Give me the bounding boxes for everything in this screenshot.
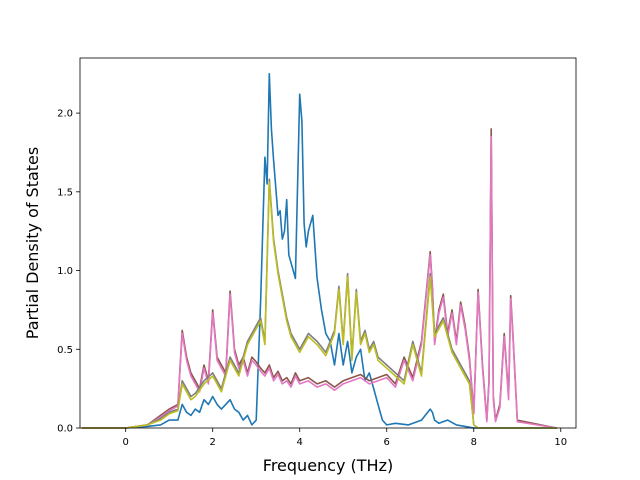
series-line-2 xyxy=(81,135,558,429)
x-tick-label: 4 xyxy=(297,437,303,448)
x-tick-label: 8 xyxy=(471,437,477,448)
x-tick-label: 0 xyxy=(122,437,128,448)
series-line-4 xyxy=(81,181,558,429)
x-tick-label: 10 xyxy=(554,437,567,448)
series-layer xyxy=(81,72,558,429)
series-line-0 xyxy=(81,72,558,429)
y-tick-label: 0.5 xyxy=(57,345,73,356)
y-axis-label: Partial Density of States xyxy=(23,147,42,339)
y-tick-label: 2.0 xyxy=(57,109,73,120)
x-axis-label: Frequency (THz) xyxy=(263,456,393,475)
x-tick-label: 2 xyxy=(210,437,216,448)
y-tick-label: 1.5 xyxy=(57,187,73,198)
series-line-1 xyxy=(81,128,558,429)
y-axis: 0.0 0.5 1.0 1.5 2.0 xyxy=(57,109,80,435)
plot-frame xyxy=(79,57,577,429)
y-tick-label: 0.0 xyxy=(57,424,73,435)
x-axis: 0 2 4 6 8 10 xyxy=(122,428,567,448)
y-tick-label: 1.0 xyxy=(57,266,73,277)
x-tick-label: 6 xyxy=(384,437,390,448)
